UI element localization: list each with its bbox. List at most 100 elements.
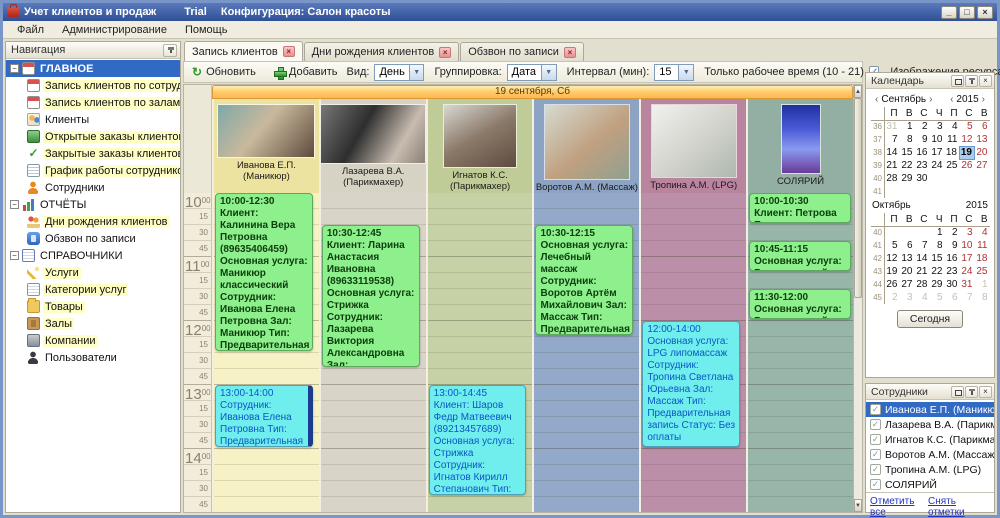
prev-year-icon[interactable]: ‹ [950,94,954,105]
calendar-day[interactable]: 17 [931,147,943,158]
calendar-day[interactable]: 6 [951,292,958,303]
grid-slot[interactable] [748,433,853,449]
staff-row[interactable]: ✓ Игнатов К.С. (Парикмахер) [866,432,994,447]
calendar-day[interactable]: 4 [921,292,928,303]
nav-tree-item[interactable]: − ГЛАВНОЕ [6,60,180,77]
calendar-day[interactable]: 3 [966,227,973,239]
calendar-day[interactable]: 25 [946,160,958,171]
close-icon[interactable]: × [979,385,992,398]
grid-slot[interactable] [427,257,533,273]
calendar-day[interactable]: 14 [916,253,928,264]
close-tab-icon[interactable]: × [563,46,576,58]
grid-slot[interactable] [427,305,533,321]
clear-selection-link[interactable]: Снять отметки [928,496,965,518]
calendar-day[interactable]: 16 [946,253,958,264]
appointment-block[interactable]: 11:30-12:00 Основная услуга: Вертикальны… [749,289,851,319]
calendar-day[interactable]: 10 [931,134,943,145]
grid-slot[interactable] [534,353,640,369]
nav-tree-item[interactable]: − ОТЧЁТЫ [6,196,180,213]
calendar-day[interactable]: 1 [981,279,988,290]
collapse-icon[interactable]: − [10,64,19,73]
resource-header[interactable]: Лазарева В.А. (Парикмахер) [318,99,426,193]
nav-tree-item[interactable]: Компании [6,332,180,349]
grid-slot[interactable] [748,337,853,353]
calendar-day[interactable]: 3 [906,292,913,303]
calendar-day[interactable]: 23 [946,266,958,277]
nav-tree-item[interactable]: Запись клиентов по сотрудникам [6,77,180,94]
calendar-day[interactable]: 2 [921,121,928,133]
grid-slot[interactable] [641,481,747,497]
grid-slot[interactable] [214,449,319,465]
calendar-day[interactable]: 22 [901,160,913,171]
grid-slot[interactable] [214,353,319,369]
grid-slot[interactable] [641,273,747,289]
grouping-select[interactable]: Дата ▼ [506,63,557,81]
grid-slot[interactable] [534,321,640,337]
menu-item[interactable]: Файл [17,23,45,36]
calendar-day[interactable]: 30 [946,279,958,290]
resource-header[interactable]: СОЛЯРИЙ [746,99,853,193]
calendar-day[interactable]: 15 [931,253,943,264]
grid-slot[interactable] [534,497,639,512]
menu-item[interactable]: Помощь [184,23,228,36]
calendar-day[interactable]: 30 [916,173,928,184]
grid-slot[interactable] [748,353,853,369]
add-button[interactable]: Добавить [270,65,342,80]
nav-tree-item[interactable]: Обзвон по записи [6,230,180,247]
calendar-day[interactable]: 5 [891,240,898,251]
calendar-day[interactable]: 28 [916,279,928,290]
nav-tree-item[interactable]: Дни рождения клиентов [6,213,180,230]
tab-inactive[interactable]: Обзвон по записи × [460,42,584,61]
grid-slot[interactable] [641,257,747,273]
resource-header[interactable]: Тропина А.М. (LPG) [639,99,747,193]
calendar-day[interactable]: 6 [981,121,988,133]
staff-checkbox[interactable]: ✓ [870,434,881,445]
appointment-block[interactable]: 10:00-12:30 Клиент: Калинина Вера Петров… [215,193,313,351]
grid-slot[interactable] [320,465,426,481]
grid-slot[interactable] [214,481,319,497]
pin-icon[interactable] [965,74,978,87]
calendar-day[interactable]: 12 [886,253,898,264]
close-icon[interactable]: × [979,74,992,87]
calendar-day[interactable]: 8 [936,240,943,251]
staff-checkbox[interactable]: ✓ [870,449,881,460]
calendar-day[interactable]: 24 [931,160,943,171]
calendar-day[interactable]: 12 [961,133,973,145]
grid-slot[interactable] [534,385,640,401]
calendar-day[interactable]: 16 [916,147,928,158]
grid-slot[interactable] [427,337,533,353]
resource-header[interactable]: Игнатов К.С. (Парикмахер) [425,99,533,193]
nav-tree-item[interactable]: − СПРАВОЧНИКИ [6,247,180,264]
calendar-day[interactable]: 24 [961,266,973,277]
staff-checkbox[interactable]: ✓ [870,404,881,415]
grid-slot[interactable] [320,385,426,401]
grid-slot[interactable] [320,209,426,225]
grid-slot[interactable] [534,417,640,433]
grid-slot[interactable] [641,433,747,449]
staff-row[interactable]: ✓ Тропина А.М. (LPG) [866,462,994,477]
staff-row[interactable]: ✓ Иванова Е.П. (Маникюр) [866,402,994,417]
grid-slot[interactable] [534,401,640,417]
grid-slot[interactable] [534,369,640,385]
calendar-day[interactable]: 27 [901,279,913,290]
grid-slot[interactable] [321,497,426,512]
calendar-day[interactable]: 8 [906,134,913,145]
grid-slot[interactable] [320,353,426,369]
grid-slot[interactable] [214,369,319,385]
appointment-block[interactable]: 10:45-11:15 Основная услуга: Вертикальны… [749,241,851,271]
grid-slot[interactable] [427,273,533,289]
grid-slot[interactable] [427,225,533,241]
calendar-day[interactable]: 3 [936,121,943,133]
calendar-day[interactable]: 18 [945,147,957,158]
calendar-day[interactable]: 7 [966,292,973,303]
calendar-day[interactable]: 5 [936,292,943,303]
calendar-day[interactable]: 2 [951,227,958,239]
minimize-button[interactable]: _ [941,5,957,19]
calendar-day[interactable]: 28 [886,173,898,184]
grid-slot[interactable] [641,241,747,257]
today-button[interactable]: Сегодня [896,310,964,328]
restore-icon[interactable] [951,385,964,398]
calendar-day[interactable]: 20 [976,147,988,158]
appointment-block[interactable]: 10:00-10:30 Клиент: Петрова Евгения (892… [749,193,851,223]
scroll-down-icon[interactable]: ▼ [854,499,862,512]
